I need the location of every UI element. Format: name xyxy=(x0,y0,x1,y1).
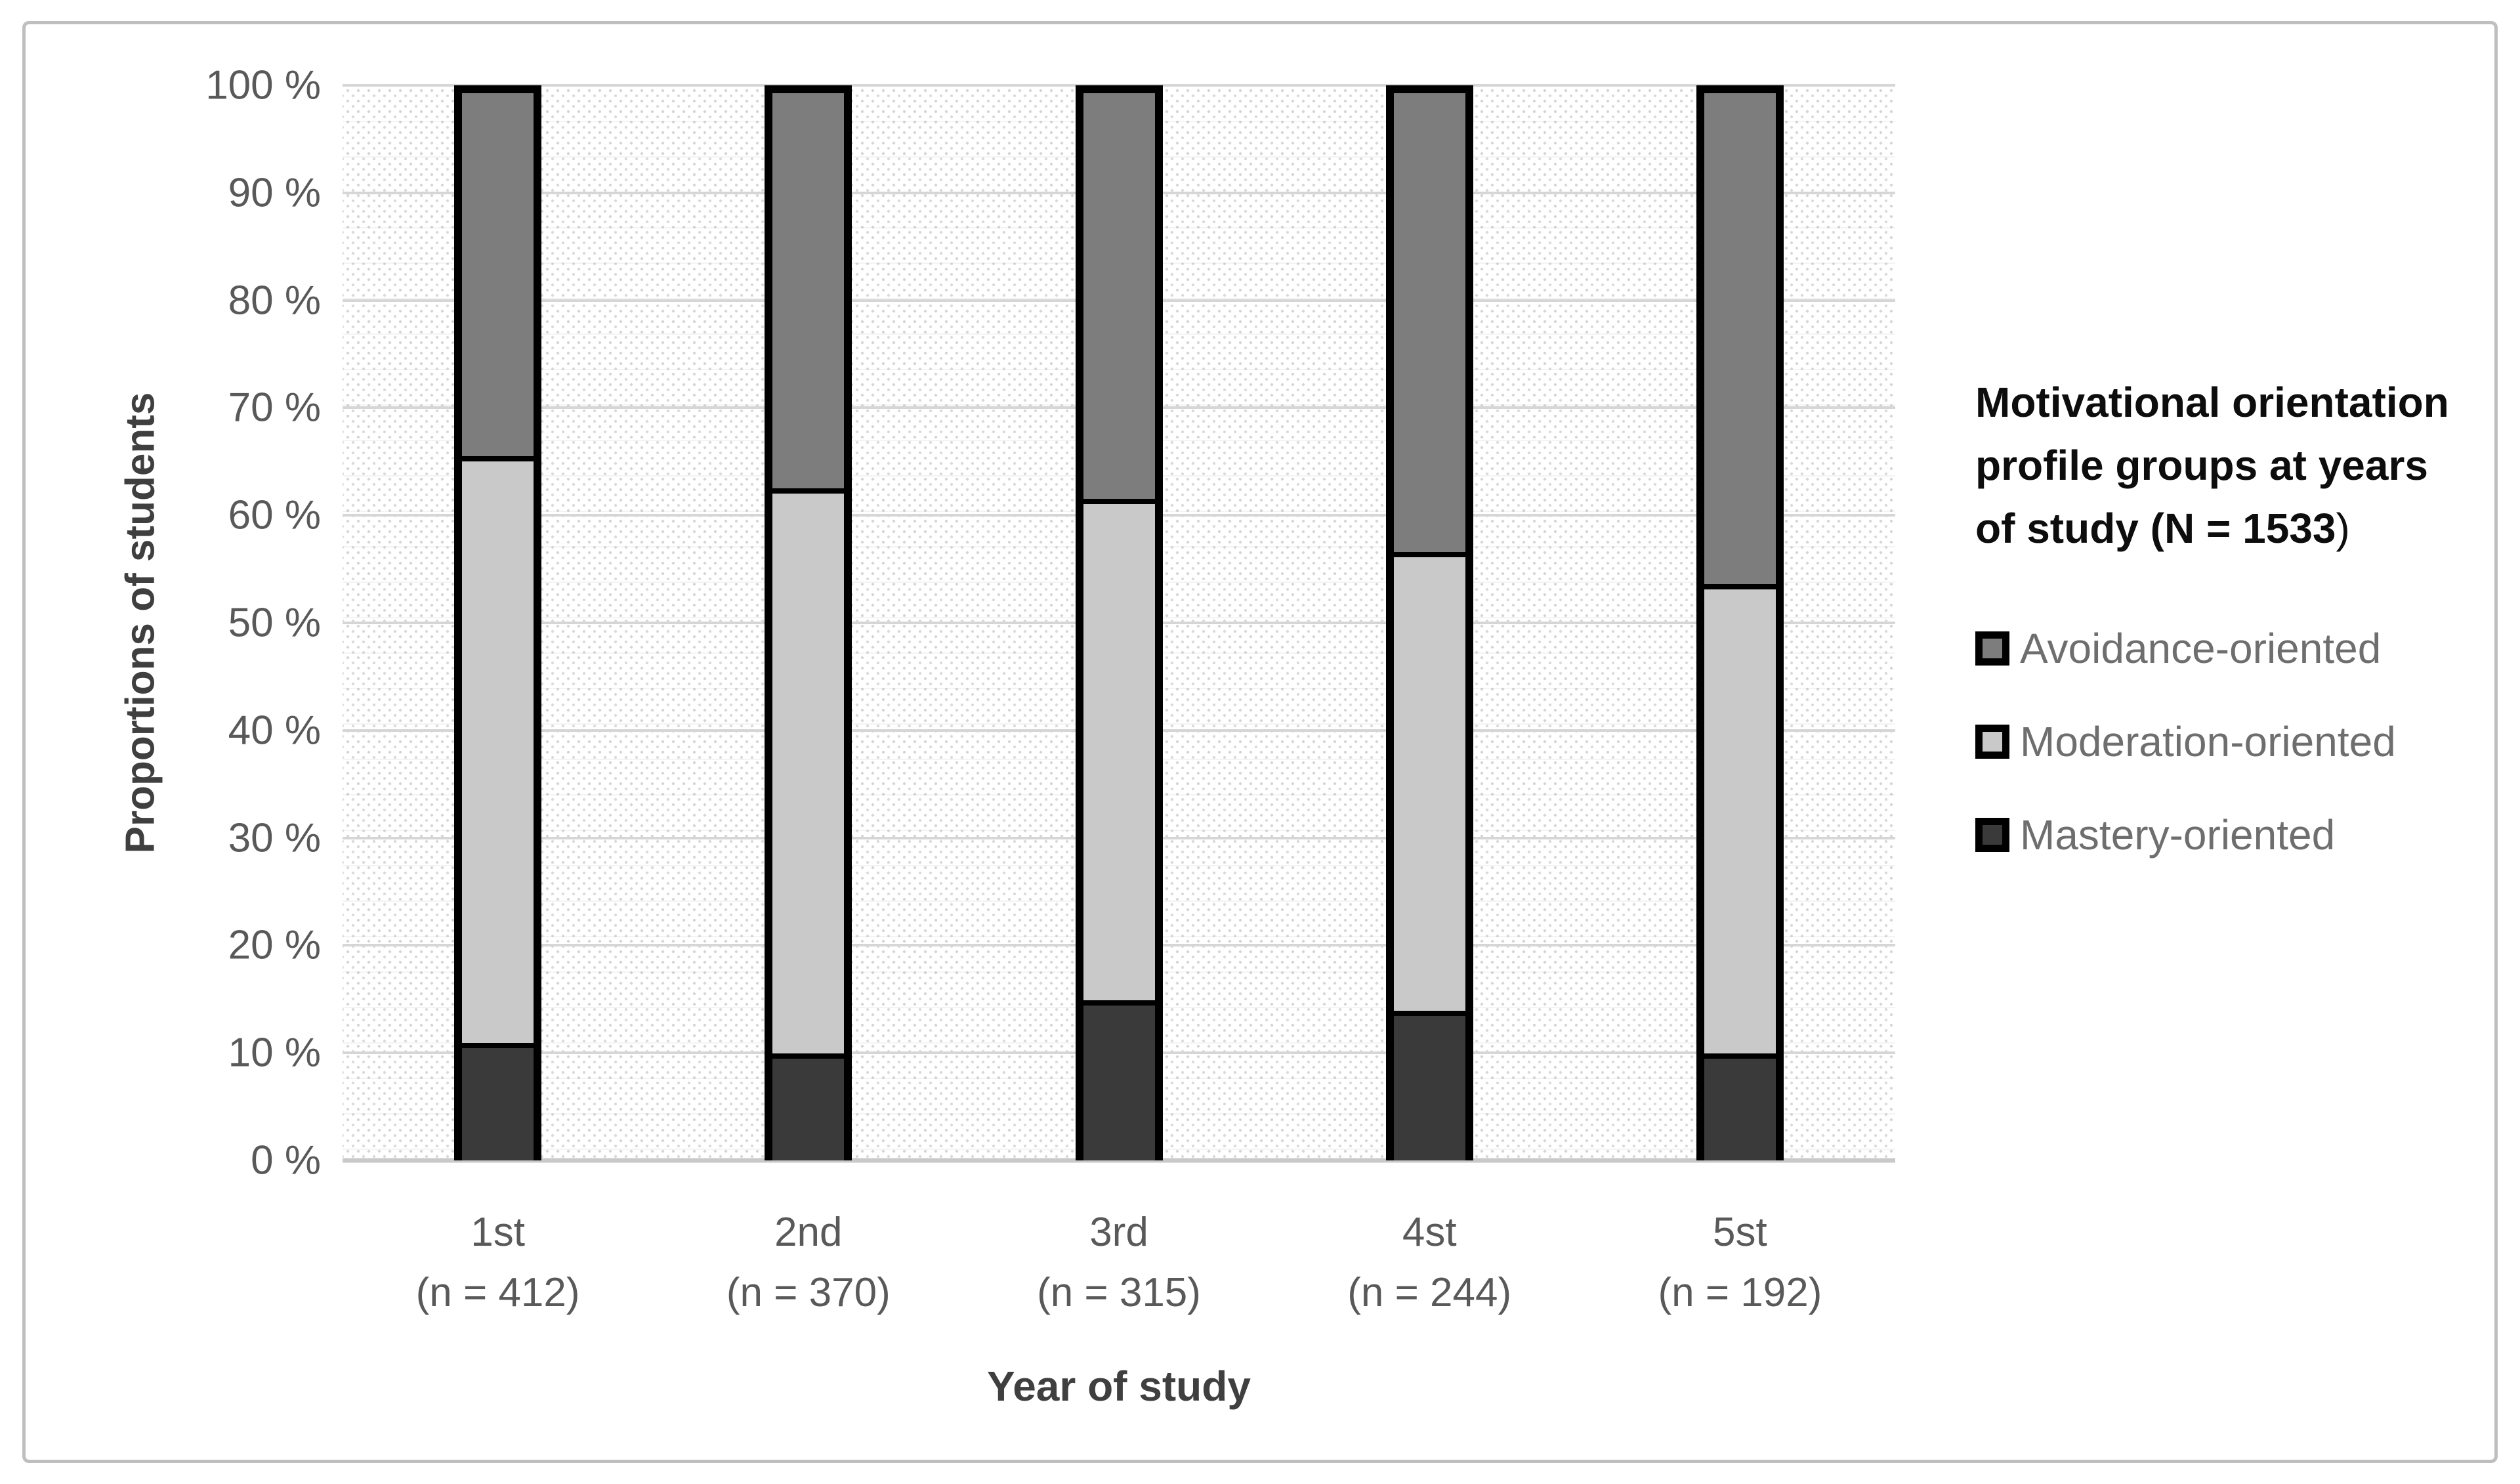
legend-title-suffix: ) xyxy=(2336,505,2350,552)
legend-title-line-text: of study (N = 1533 xyxy=(1975,505,2336,552)
bar-segment-moderation-oriented xyxy=(462,456,534,1044)
x-tick-count: (n = 244) xyxy=(1347,1270,1512,1315)
bar-segment-moderation-oriented xyxy=(1393,552,1465,1011)
stacked-bar-1st xyxy=(454,85,542,1160)
bar-segment-mastery-oriented xyxy=(1083,1000,1155,1160)
stacked-bar-3rd xyxy=(1075,85,1163,1160)
bar-segment-mastery-oriented xyxy=(1704,1053,1776,1160)
bar-segment-moderation-oriented xyxy=(772,488,845,1054)
x-tick-label: 2nd (n = 370) xyxy=(653,1202,963,1323)
x-tick-count: (n = 192) xyxy=(1658,1270,1822,1315)
y-tick-label: 40 % xyxy=(228,708,321,753)
bar-slot-4st xyxy=(1274,85,1585,1160)
x-tick-category: 3rd xyxy=(1089,1210,1148,1255)
legend-title-line: profile groups at years xyxy=(1975,442,2428,489)
x-axis-line xyxy=(343,1158,1895,1163)
legend-item: Mastery-oriented xyxy=(1975,788,2396,881)
x-tick-count: (n = 370) xyxy=(726,1270,891,1315)
legend-item: Avoidance-oriented xyxy=(1975,602,2396,695)
bar-segment-moderation-oriented xyxy=(1704,583,1776,1054)
y-tick-label: 70 % xyxy=(228,385,321,431)
y-tick-label: 80 % xyxy=(228,278,321,324)
legend-item-label: Moderation-oriented xyxy=(2020,718,2396,765)
stacked-bar-5st xyxy=(1696,85,1784,1160)
y-tick-label: 50 % xyxy=(228,600,321,646)
legend-swatch-icon xyxy=(1975,631,2009,666)
bar-slot-2nd xyxy=(653,85,963,1160)
bar-segment-mastery-oriented xyxy=(462,1043,534,1160)
bar-slot-1st xyxy=(343,85,653,1160)
x-tick-count: (n = 412) xyxy=(415,1270,580,1315)
legend-item-label: Mastery-oriented xyxy=(2020,811,2336,859)
y-tick-label: 0 % xyxy=(251,1137,321,1183)
y-tick-label: 10 % xyxy=(228,1030,321,1076)
x-tick-category: 2nd xyxy=(774,1210,843,1255)
x-tick-count: (n = 315) xyxy=(1037,1270,1201,1315)
bar-segment-avoidance-oriented xyxy=(772,93,845,488)
bar-segment-avoidance-oriented xyxy=(462,93,534,456)
legend-item: Moderation-oriented xyxy=(1975,695,2396,788)
y-tick-label: 30 % xyxy=(228,815,321,861)
stacked-bar-4st xyxy=(1385,85,1473,1160)
y-tick-label: 20 % xyxy=(228,922,321,968)
bar-slot-5st xyxy=(1585,85,1895,1160)
y-tick-label: 60 % xyxy=(228,492,321,538)
x-tick-label: 5st (n = 192) xyxy=(1585,1202,1895,1323)
y-axis-tick-labels: 100 % 90 % 80 % 70 % 60 % 50 % 40 % 30 % 20 % 10 … xyxy=(104,63,321,1183)
legend-items: Avoidance-oriented Moderation-oriented Mas… xyxy=(1975,602,2396,881)
bar-segment-mastery-oriented xyxy=(1393,1011,1465,1160)
y-tick-label: 100 % xyxy=(205,62,321,108)
bar-segment-mastery-oriented xyxy=(772,1053,845,1160)
legend-title-line: Motivational orientation xyxy=(1975,379,2449,426)
legend-title-line: of study (N = 1533) xyxy=(1975,497,2449,560)
legend: Motivational orientation profile groups … xyxy=(1975,24,2500,1460)
x-tick-label: 1st (n = 412) xyxy=(343,1202,653,1323)
legend-title: Motivational orientation profile groups … xyxy=(1975,371,2449,560)
chart-frame: Proportions of students 100 % 90 % 80 % 70 … xyxy=(22,21,2498,1463)
bar-segment-moderation-oriented xyxy=(1083,498,1155,1001)
x-tick-label: 4st (n = 244) xyxy=(1274,1202,1585,1323)
bar-segment-avoidance-oriented xyxy=(1083,93,1155,499)
x-tick-category: 5st xyxy=(1713,1210,1767,1255)
legend-item-label: Avoidance-oriented xyxy=(2020,625,2382,672)
x-tick-category: 1st xyxy=(471,1210,525,1255)
bar-segment-avoidance-oriented xyxy=(1704,93,1776,584)
bar-slot-3rd xyxy=(963,85,1274,1160)
legend-swatch-icon xyxy=(1975,818,2009,852)
x-tick-category: 4st xyxy=(1402,1210,1457,1255)
legend-swatch-icon xyxy=(1975,725,2009,759)
y-tick-label: 90 % xyxy=(228,170,321,216)
x-axis-title: Year of study xyxy=(987,1363,1251,1410)
stacked-bar-2nd xyxy=(765,85,852,1160)
bars-row xyxy=(343,85,1895,1160)
plot-area xyxy=(343,84,1895,1163)
bar-segment-avoidance-oriented xyxy=(1393,93,1465,553)
x-axis-tick-labels: 1st (n = 412) 2nd (n = 370) 3rd (n = 315) 4st (… xyxy=(343,1202,1895,1323)
x-tick-label: 3rd (n = 315) xyxy=(963,1202,1274,1323)
